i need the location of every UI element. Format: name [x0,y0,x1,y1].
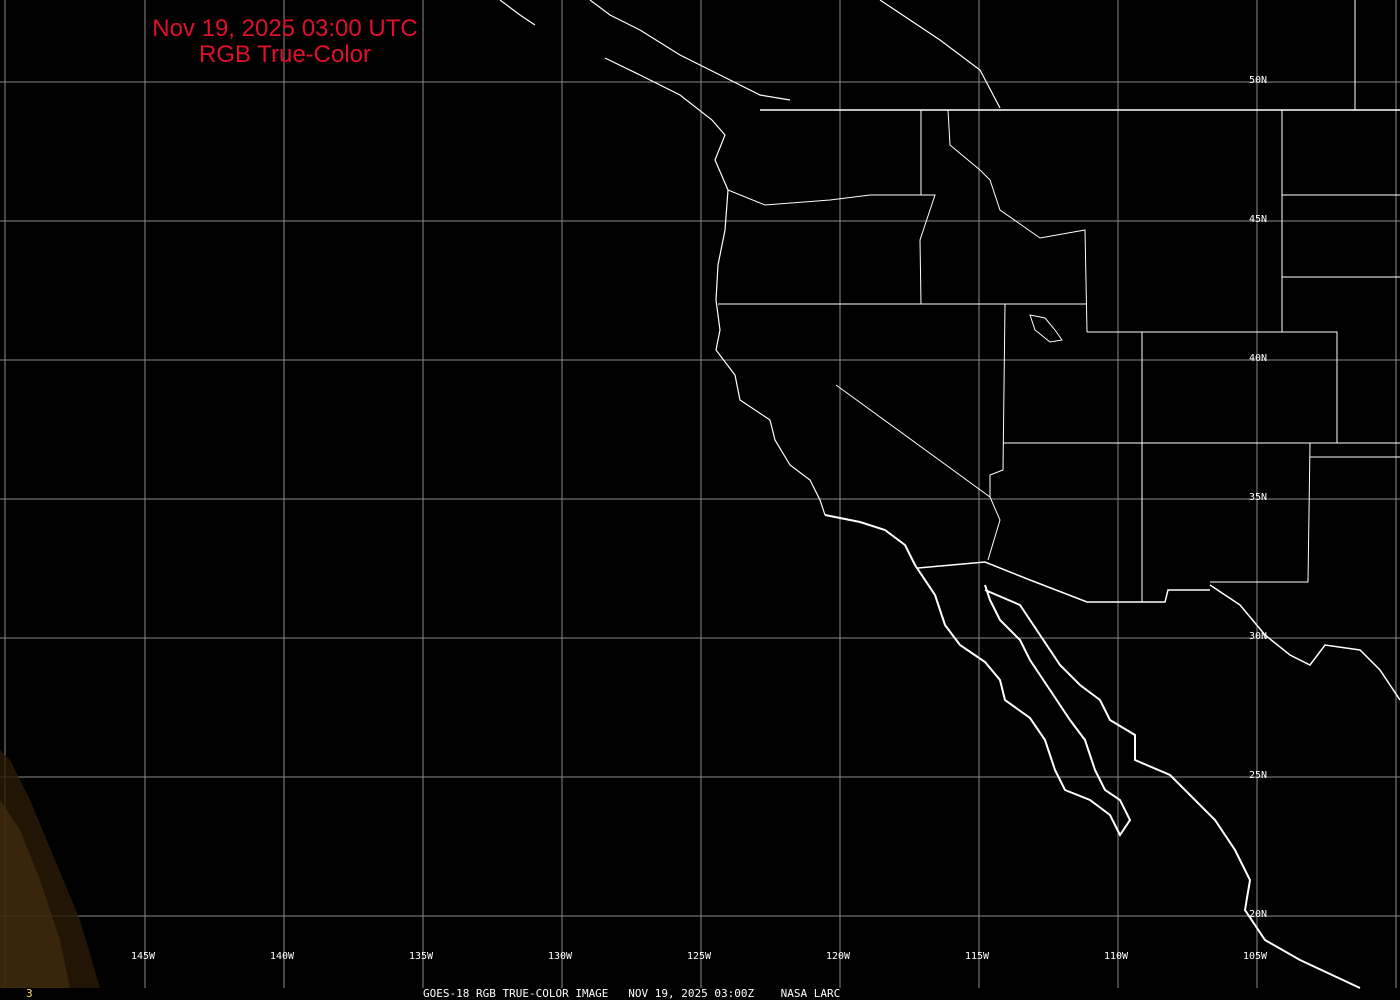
coastline-pacific-mexico [824,514,1132,837]
latitude-label: 20N [1249,909,1268,920]
latitude-label: 50N [1249,75,1268,86]
map-title-product: RGB True-Color [198,41,372,68]
longitude-label: 115W [965,951,990,962]
latitude-label: 25N [1249,770,1268,781]
image-caption: GOES-18 RGB TRUE-COLOR IMAGE NOV 19, 202… [423,987,841,1000]
longitude-label: 135W [409,951,434,962]
great-salt-lake [1029,314,1063,343]
latitude-label: 30N [1249,631,1268,642]
latitude-label: 40N [1249,353,1268,364]
coastlines [499,0,1400,989]
longitude-label: 120W [826,951,851,962]
longitude-label: 110W [1104,951,1129,962]
wy-mt-border [1281,0,1400,332]
coastline-british-columbia [499,0,1001,109]
longitude-label: 125W [687,951,712,962]
coastline-gulf-coast [1209,584,1400,701]
wa-or-border [727,189,936,305]
longitude-label: 145W [131,951,156,962]
political-boundaries [718,0,1400,603]
latitude-label: 45N [1249,214,1268,225]
us-mexico-border [917,561,1210,603]
frame-number: 3 [26,987,33,1000]
longitude-label: 105W [1243,951,1268,962]
coastline-pacific-us [604,57,826,516]
latitude-label: 35N [1249,492,1268,503]
longitude-label: 130W [548,951,573,962]
id-border [920,109,1088,333]
longitude-label: 140W [270,951,295,962]
night-terminator-imagery [0,750,100,988]
ca-nv-diagonal [835,384,991,498]
nm-border [1210,442,1400,583]
coastline-gulf-mexico-mainland [984,589,1361,989]
map-title-datetime: Nov 19, 2025 03:00 UTC [152,15,418,42]
nv-ut-border [987,303,1006,561]
ut-co-border [1087,331,1338,602]
